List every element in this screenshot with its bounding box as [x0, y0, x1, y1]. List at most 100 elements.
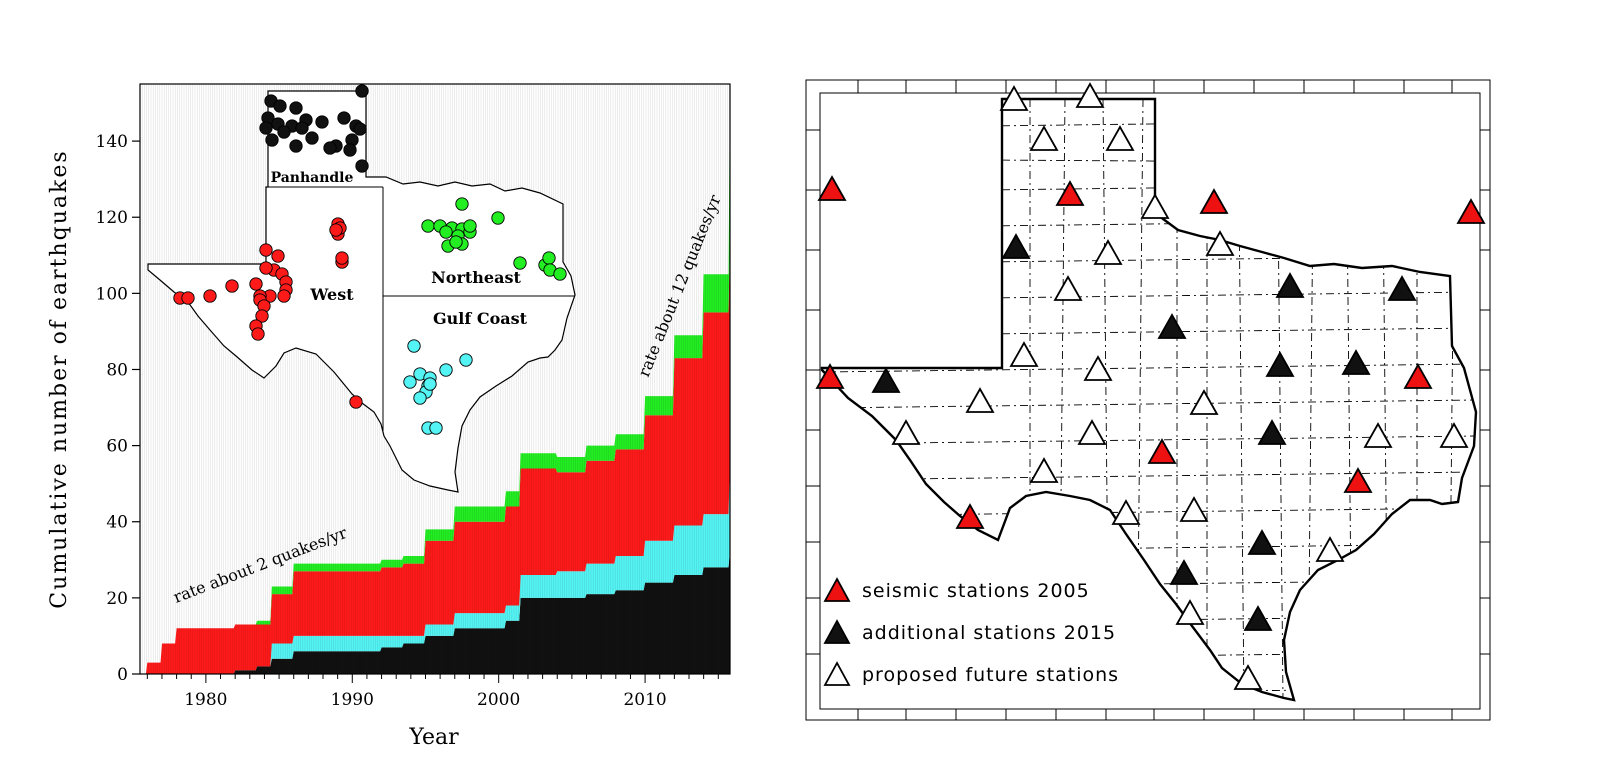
- station-future-icon: [1029, 457, 1059, 483]
- quake-dot-west: [225, 279, 239, 293]
- quake-dot-panhandle: [315, 115, 329, 129]
- station-2015-icon: [1265, 351, 1295, 377]
- quake-dot-panhandle: [323, 141, 337, 155]
- station-2015-icon: [1341, 349, 1371, 375]
- y-tick-label: 80: [106, 360, 128, 380]
- quake-dot-northeast: [421, 219, 435, 233]
- stacked-areas: [140, 84, 730, 674]
- station-future-icon: [1105, 125, 1135, 151]
- station-future-icon: [1083, 355, 1113, 381]
- legend-red-triangle-icon: [823, 577, 851, 602]
- station-future-icon: [965, 387, 995, 413]
- quake-dot-northeast: [449, 235, 463, 249]
- quake-dot-gulf-coast: [439, 363, 453, 377]
- quake-dot-panhandle: [289, 139, 303, 153]
- inset-texas-outline: [147, 90, 576, 493]
- area-west: [140, 236, 730, 674]
- station-2005-icon: [1456, 198, 1486, 224]
- station-2015-icon: [1157, 313, 1187, 339]
- quake-dot-panhandle: [353, 122, 367, 136]
- quake-dot-northeast: [439, 225, 453, 239]
- inset-label-west: West: [309, 285, 354, 304]
- y-axis-label: Cumulative number of earthquakes: [47, 149, 72, 608]
- quake-dot-panhandle: [355, 84, 369, 98]
- quake-dot-panhandle: [273, 99, 287, 113]
- y-tick-label: 140: [96, 132, 128, 152]
- quake-dot-northeast: [463, 219, 477, 233]
- inset-label-gulf-coast: Gulf Coast: [433, 309, 528, 328]
- inset-quake-dots: [173, 84, 567, 435]
- x-tick-label: 2010: [623, 690, 666, 710]
- quake-dot-west: [259, 243, 273, 257]
- x-tick-label: 1990: [331, 690, 374, 710]
- quake-dot-northeast: [553, 267, 567, 281]
- station-2015-icon: [871, 367, 901, 393]
- inset-label-panhandle: Panhandle: [271, 170, 354, 186]
- station-markers: [815, 82, 1486, 690]
- quake-dot-west: [329, 223, 343, 237]
- quake-dot-west: [249, 277, 263, 291]
- quake-dot-gulf-coast: [429, 421, 443, 435]
- station-future-icon: [1093, 239, 1123, 265]
- x-tick-label: 1980: [184, 690, 227, 710]
- quake-dot-west: [277, 289, 291, 303]
- station-future-icon: [1009, 341, 1039, 367]
- legend-black-triangle-icon: [823, 619, 851, 644]
- y-tick-label: 20: [106, 589, 128, 609]
- quake-dot-gulf-coast: [423, 377, 437, 391]
- x-tick-label: 2000: [477, 690, 520, 710]
- station-2015-icon: [1247, 529, 1277, 555]
- quake-dot-northeast: [455, 197, 469, 211]
- quake-dot-panhandle: [343, 143, 357, 157]
- quake-dot-west: [255, 309, 269, 323]
- quake-dot-panhandle: [289, 101, 303, 115]
- x-axis-label: Year: [408, 725, 459, 750]
- map-legend: seismic stations 2005 additional station…: [823, 577, 1118, 686]
- seismic-station-map: seismic stations 2005 additional station…: [805, 79, 1491, 721]
- station-2015-icon: [1257, 419, 1287, 445]
- station-future-icon: [1315, 536, 1345, 562]
- station-future-icon: [891, 419, 921, 445]
- quake-dot-west: [203, 289, 217, 303]
- station-future-icon: [1205, 230, 1235, 256]
- y-tick-label: 40: [106, 513, 128, 533]
- station-future-icon: [1175, 599, 1205, 625]
- quake-dot-panhandle: [265, 133, 279, 147]
- quake-dot-panhandle: [295, 121, 309, 135]
- station-future-icon: [1363, 422, 1393, 448]
- quake-dot-panhandle: [305, 131, 319, 145]
- plot-frame: [139, 83, 731, 675]
- station-future-icon: [1189, 389, 1219, 415]
- station-2005-icon: [1403, 363, 1433, 389]
- station-2005-icon: [1055, 180, 1085, 206]
- quake-dot-gulf-coast: [413, 391, 427, 405]
- inset-texas-map: Panhandle West Northeast Gulf Coast: [147, 84, 576, 493]
- legend-label-2005: seismic stations 2005: [862, 580, 1090, 602]
- inset-label-northeast: Northeast: [431, 268, 521, 287]
- y-tick-label: 60: [106, 437, 128, 457]
- quake-dot-panhandle: [259, 121, 273, 135]
- legend-open-triangle-icon: [823, 661, 851, 686]
- station-2005-icon: [1147, 438, 1177, 464]
- y-tick-label: 0: [117, 665, 128, 685]
- station-2015-icon: [1169, 559, 1199, 585]
- map-frame-ticks: [806, 80, 1490, 720]
- station-2005-icon: [817, 175, 847, 201]
- station-2005-icon: [1199, 188, 1229, 214]
- quake-dot-panhandle: [355, 159, 369, 173]
- quake-dot-west: [251, 327, 265, 341]
- station-future-icon: [1111, 499, 1141, 525]
- legend-label-2015: additional stations 2015: [862, 622, 1116, 644]
- station-future-icon: [1053, 275, 1083, 301]
- station-future-icon: [1439, 422, 1469, 448]
- quake-dot-west: [271, 249, 285, 263]
- station-future-icon: [1233, 664, 1263, 690]
- quake-dot-west: [349, 395, 363, 409]
- area-panhandle: [140, 548, 730, 674]
- quake-dot-northeast: [513, 256, 527, 270]
- station-future-icon: [1077, 419, 1107, 445]
- station-2015-icon: [1001, 233, 1031, 259]
- station-2005-icon: [1343, 467, 1373, 493]
- station-2015-icon: [1387, 275, 1417, 301]
